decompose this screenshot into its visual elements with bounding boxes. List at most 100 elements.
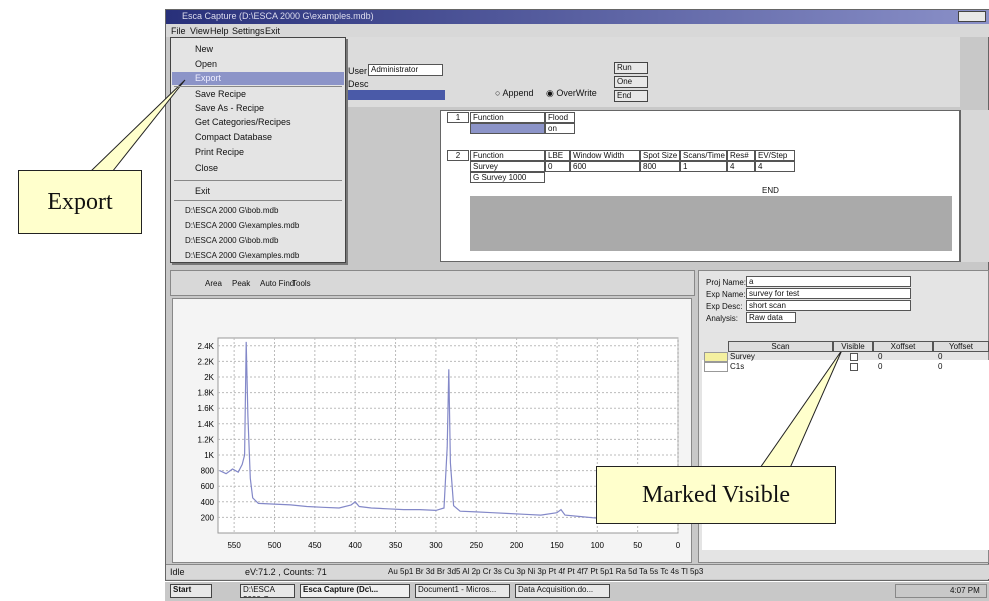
tool-button[interactable]: Tools <box>292 279 311 288</box>
y-tick-label: 2.4K <box>198 342 215 351</box>
window-controls[interactable] <box>958 11 986 22</box>
y-tick-label: 2.2K <box>198 357 215 366</box>
scan-yoffset[interactable]: 0 <box>938 352 943 361</box>
grid-value[interactable]: Survey <box>470 161 545 172</box>
y-tick-label: 200 <box>201 513 215 522</box>
overwrite-text: OverWrite <box>556 88 597 98</box>
grid-header: Window Width <box>570 150 640 161</box>
function-dropdown[interactable] <box>470 123 545 134</box>
grid-header: Function <box>470 112 545 123</box>
recent-file[interactable]: D:\ESCA 2000 G\bob.mdb <box>185 236 279 245</box>
y-tick-label: 1.4K <box>198 420 215 429</box>
task-button[interactable]: D:\ESCA 2000 G <box>240 584 295 598</box>
menu-entry[interactable]: Save As - Recipe <box>195 103 265 113</box>
x-tick-label: 250 <box>470 541 484 550</box>
grid-value[interactable]: on <box>545 123 575 134</box>
scan-xoffset[interactable]: 0 <box>878 352 883 361</box>
desc-label: Desc <box>348 79 369 89</box>
scan-header: Scan <box>728 341 833 352</box>
y-tick-label: 1.6K <box>198 404 215 413</box>
window-title: Esca Capture (D:\ESCA 2000 G\examples.md… <box>182 11 374 21</box>
visible-check[interactable] <box>850 353 858 361</box>
menu-entry[interactable]: Compact Database <box>195 132 273 142</box>
y-tick-label: 1.2K <box>198 435 215 444</box>
grid-value[interactable]: 600 <box>570 161 640 172</box>
menu-bar <box>166 24 989 37</box>
status-bar <box>166 564 989 579</box>
scan-name[interactable]: C1s <box>730 362 745 371</box>
overwrite-radio[interactable]: ◉ OverWrite <box>546 88 597 98</box>
spectrum-chart: 200 400 600 800 1K 1.2K 1.4K 1.6K 1.8K 2K 2.2K 2.4K… <box>198 337 681 550</box>
menu-entry[interactable]: Export <box>195 73 222 83</box>
menu-entry[interactable]: Print Recipe <box>195 147 245 157</box>
menu-separator <box>174 200 342 201</box>
grid-value[interactable]: 800 <box>640 161 680 172</box>
run-button[interactable]: One <box>614 76 648 88</box>
grid-value[interactable]: G Survey 1000 <box>470 172 545 183</box>
start-button[interactable]: Start <box>170 584 212 598</box>
menu-entry[interactable]: Close <box>195 163 219 173</box>
tool-button[interactable]: Area <box>205 279 222 288</box>
status-readout: eV:71.2 , Counts: 71 <box>245 567 327 577</box>
field-label: Proj Name: <box>706 278 747 287</box>
x-tick-label: 150 <box>550 541 564 550</box>
desc-field[interactable] <box>348 90 445 100</box>
callout-pointer <box>88 79 186 173</box>
field-value[interactable]: survey for test <box>746 288 911 299</box>
menu-entry[interactable]: Save Recipe <box>195 89 247 99</box>
tool-button[interactable]: Auto Find <box>260 279 295 288</box>
user-label: User <box>348 66 368 76</box>
scan-header: Visible <box>833 341 873 352</box>
menu-item[interactable]: File <box>171 26 186 36</box>
menu-entry[interactable]: Get Categories/Recipes <box>195 117 291 127</box>
menu-entry[interactable]: Exit <box>195 186 211 196</box>
recent-file[interactable]: D:\ESCA 2000 G\examples.mdb <box>185 251 300 260</box>
grid-value[interactable]: 1 <box>680 161 727 172</box>
y-tick-label: 2K <box>204 373 214 382</box>
side-toolbar <box>960 110 989 262</box>
menu-item[interactable]: Settings <box>232 26 265 36</box>
scan-name[interactable]: Survey <box>730 352 755 361</box>
y-tick-label: 1.8K <box>198 389 215 398</box>
grid-header: Res# <box>727 150 755 161</box>
grid-value[interactable]: 4 <box>755 161 795 172</box>
x-tick-label: 50 <box>633 541 642 550</box>
task-button[interactable]: Document1 - Micros... <box>415 584 510 598</box>
x-tick-label: 300 <box>429 541 443 550</box>
field-value[interactable]: a <box>746 276 911 287</box>
menu-entry[interactable]: New <box>195 44 214 54</box>
status-elements: Au 5p1 Br 3d Br 3d5 Al 2p Cr 3s Cu 3p Ni… <box>388 567 704 576</box>
append-radio[interactable]: ○ Append <box>495 88 534 98</box>
status-state: Idle <box>170 567 185 577</box>
grid-value[interactable]: 0 <box>545 161 570 172</box>
run-button[interactable]: Run <box>614 62 648 74</box>
user-field[interactable]: Administrator <box>368 64 443 76</box>
grid-value[interactable]: 4 <box>727 161 755 172</box>
menu-item[interactable]: Help <box>210 26 229 36</box>
menu-separator <box>174 86 342 87</box>
run-button[interactable]: End <box>614 90 648 102</box>
menu-entry[interactable]: Open <box>195 59 218 69</box>
task-button[interactable]: Esca Capture (Dc\... <box>300 584 410 598</box>
x-tick-label: 500 <box>268 541 282 550</box>
field-value[interactable]: short scan <box>746 300 911 311</box>
append-text: Append <box>502 88 534 98</box>
y-tick-label: 400 <box>201 498 215 507</box>
task-button[interactable]: Data Acquisition.do... <box>515 584 610 598</box>
recent-file[interactable]: D:\ESCA 2000 G\bob.mdb <box>185 206 279 215</box>
y-tick-label: 600 <box>201 482 215 491</box>
menu-item[interactable]: Exit <box>265 26 281 36</box>
visible-check[interactable] <box>850 363 858 371</box>
recent-file[interactable]: D:\ESCA 2000 G\examples.mdb <box>185 221 300 230</box>
scan-xoffset[interactable]: 0 <box>878 362 883 371</box>
y-tick-label: 800 <box>201 467 215 476</box>
field-value[interactable]: Raw data <box>746 312 796 323</box>
scan-header: Yoffset <box>933 341 989 352</box>
callout-marked-visible: Marked Visible <box>596 466 836 524</box>
menu-item[interactable]: View <box>190 26 210 36</box>
spectrum-line <box>219 341 675 522</box>
grid-header: Spot Size <box>640 150 680 161</box>
tool-button[interactable]: Peak <box>232 279 251 288</box>
scan-yoffset[interactable]: 0 <box>938 362 943 371</box>
